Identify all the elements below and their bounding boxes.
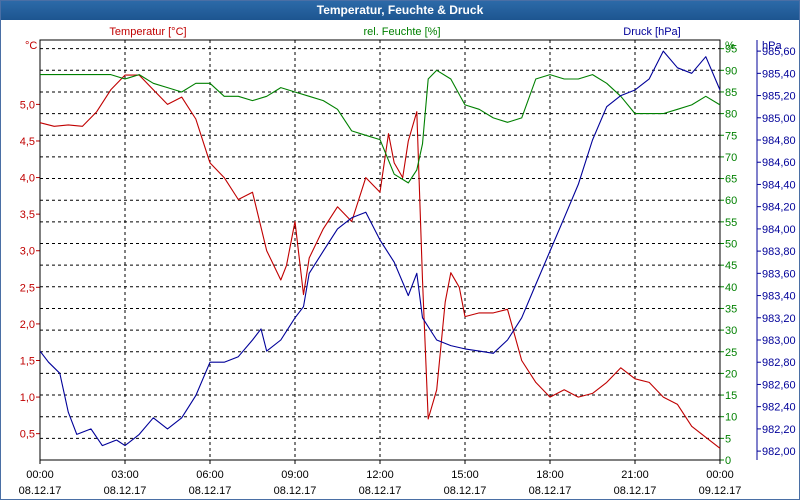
temp-tick-label: 0,5	[20, 429, 35, 441]
x-date-label: 08.12.17	[444, 485, 487, 497]
temp-unit-label: °C	[25, 40, 37, 52]
temp-tick-label: 4,0	[20, 173, 35, 185]
temp-tick-label: 1,5	[20, 355, 35, 367]
hum-tick-label: 5	[725, 433, 731, 445]
hum-tick-label: 65	[725, 174, 737, 186]
x-tick-label: 15:00	[451, 469, 479, 481]
hum-tick-label: 30	[725, 325, 737, 337]
window-title: Temperatur, Feuchte & Druck	[1, 1, 799, 20]
pres-axis-title: Druck [hPa]	[623, 26, 680, 38]
hum-tick-label: 80	[725, 109, 737, 121]
temp-tick-label: 2,0	[20, 319, 35, 331]
temp-tick-label: 3,0	[20, 246, 35, 258]
hum-tick-label: 55	[725, 217, 737, 229]
x-date-label: 08.12.17	[19, 485, 62, 497]
pres-tick-label: 982,20	[762, 424, 796, 436]
x-date-label: 08.12.17	[104, 485, 147, 497]
hum-tick-label: 15	[725, 390, 737, 402]
pres-tick-label: 984,00	[762, 224, 796, 236]
x-date-label: 08.12.17	[614, 485, 657, 497]
x-tick-label: 00:00	[706, 469, 734, 481]
pres-tick-label: 984,80	[762, 135, 796, 147]
x-date-label: 08.12.17	[529, 485, 572, 497]
x-tick-label: 21:00	[621, 469, 649, 481]
pres-tick-label: 982,00	[762, 446, 796, 458]
pres-tick-label: 983,40	[762, 291, 796, 303]
hum-tick-label: 35	[725, 303, 737, 315]
hum-tick-label: 10	[725, 412, 737, 424]
temp-tick-label: 4,5	[20, 136, 35, 148]
x-tick-label: 18:00	[536, 469, 564, 481]
hum-unit-label: %	[725, 40, 735, 52]
hum-tick-label: 45	[725, 260, 737, 272]
pres-tick-label: 985,40	[762, 68, 796, 80]
x-tick-label: 12:00	[366, 469, 394, 481]
hum-tick-label: 85	[725, 87, 737, 99]
series-line-pres	[39, 50, 721, 447]
x-date-label: 09.12.17	[699, 485, 742, 497]
hum-tick-label: 90	[725, 65, 737, 77]
pres-tick-label: 982,40	[762, 402, 796, 414]
x-date-label: 08.12.17	[189, 485, 232, 497]
hum-tick-label: 50	[725, 239, 737, 251]
pres-tick-label: 983,00	[762, 335, 796, 347]
temp-tick-label: 1,0	[20, 392, 35, 404]
series-line-temp	[39, 74, 721, 449]
x-date-label: 08.12.17	[274, 485, 317, 497]
pres-tick-label: 984,20	[762, 202, 796, 214]
hum-tick-label: 70	[725, 152, 737, 164]
hum-tick-label: 0	[725, 455, 731, 467]
hum-tick-label: 40	[725, 282, 737, 294]
hum-tick-label: 95	[725, 44, 737, 56]
pres-tick-label: 983,60	[762, 268, 796, 280]
plot-border	[39, 39, 721, 461]
pres-tick-label: 982,60	[762, 379, 796, 391]
pres-tick-label: 985,20	[762, 91, 796, 103]
hum-tick-label: 20	[725, 368, 737, 380]
x-tick-label: 03:00	[111, 469, 139, 481]
temp-tick-label: 3,5	[20, 209, 35, 221]
hum-tick-label: 60	[725, 195, 737, 207]
pres-tick-label: 985,00	[762, 113, 796, 125]
pres-tick-label: 983,20	[762, 313, 796, 325]
x-date-label: 08.12.17	[359, 485, 402, 497]
series-line-hum	[40, 69, 721, 184]
temp-tick-label: 5,0	[20, 99, 35, 111]
hum-tick-label: 75	[725, 130, 737, 142]
temp-tick-label: 2,5	[20, 282, 35, 294]
x-tick-label: 09:00	[281, 469, 309, 481]
temp-axis-title: Temperatur [°C]	[109, 26, 186, 38]
pres-tick-label: 984,60	[762, 157, 796, 169]
pres-tick-label: 985,60	[762, 46, 796, 58]
x-tick-label: 00:00	[26, 469, 54, 481]
pres-tick-label: 983,80	[762, 246, 796, 258]
pres-tick-label: 984,40	[762, 179, 796, 191]
x-tick-label: 06:00	[196, 469, 224, 481]
pres-tick-label: 982,80	[762, 357, 796, 369]
pres-unit-label: hPa	[762, 40, 782, 52]
hum-tick-label: 25	[725, 347, 737, 359]
hum-axis-title: rel. Feuchte [%]	[363, 26, 440, 38]
